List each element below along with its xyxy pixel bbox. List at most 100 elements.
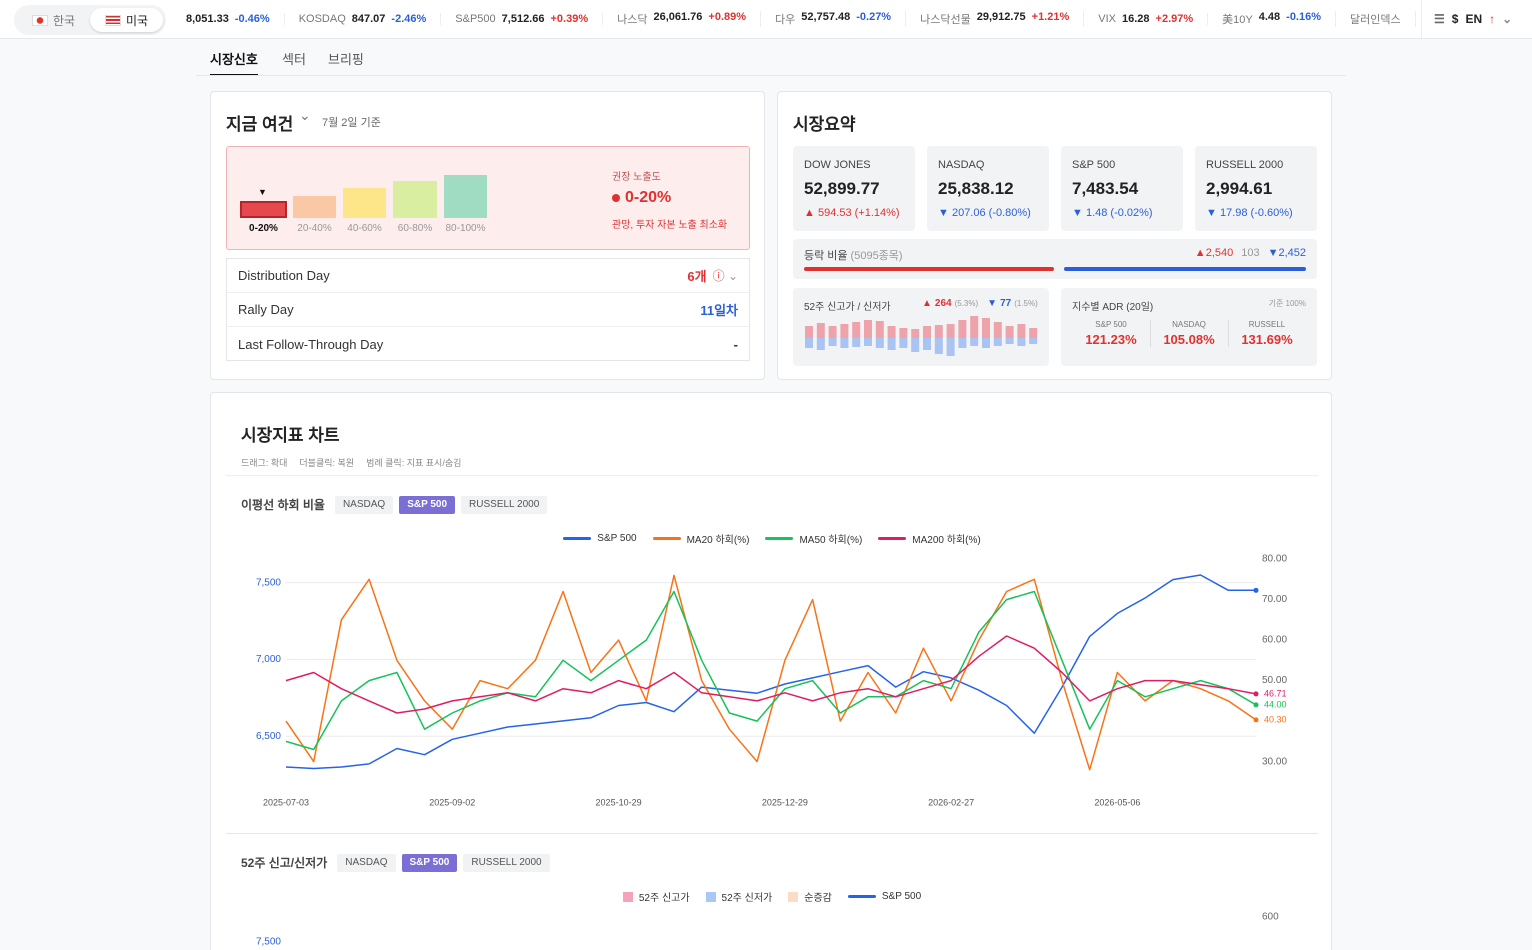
row-value-text: - xyxy=(733,336,738,352)
index-change-text: 1.48 (-0.02%) xyxy=(1085,207,1153,219)
ticker-value: 8,051.33 xyxy=(186,13,229,25)
ticker-name: VIX xyxy=(1098,13,1116,25)
high-bar xyxy=(970,316,979,338)
legend-swatch xyxy=(878,537,907,540)
row-value: 11일차 xyxy=(700,300,738,319)
chart-header: 52주 신고/신저가 NASDAQ S&P 500 RUSSELL 2000 xyxy=(241,852,556,872)
low-bar xyxy=(840,338,849,348)
legend-item[interactable]: MA20 하회(%) xyxy=(652,531,750,546)
language[interactable]: EN xyxy=(1465,12,1483,26)
level-bar xyxy=(393,181,437,218)
low-bar xyxy=(923,338,931,350)
row-value: 6개 ⓘ ⌄ xyxy=(687,266,738,285)
highs: 264 xyxy=(934,298,952,309)
ticker-item: 나스닥 26,061.76 +0.89% xyxy=(603,11,762,27)
legend-item[interactable]: S&P 500 xyxy=(847,891,921,902)
index-buttons: NASDAQ S&P 500 RUSSELL 2000 xyxy=(334,494,553,514)
adr-value: 121.23% xyxy=(1085,332,1137,347)
ticker-name: 달러인덱스 xyxy=(1350,14,1401,26)
country-tab[interactable]: 미국 xyxy=(90,8,163,32)
low-bar xyxy=(1017,338,1026,346)
legend-text: MA50 하회(%) xyxy=(799,535,863,546)
ticker-item: 8,051.33 -0.46% xyxy=(170,13,285,25)
high-bar xyxy=(1029,328,1038,338)
low-bar xyxy=(887,338,896,350)
low-bar xyxy=(875,338,884,348)
recommend-value: 0-20% xyxy=(625,189,672,206)
high-bar xyxy=(923,326,931,338)
index-value: 52,899.77 xyxy=(804,179,880,198)
index-value: 25,838.12 xyxy=(938,179,1014,198)
legend: 52주 신고가 52주 신저가 순증감 S&P 500 xyxy=(211,889,1333,904)
ticker-change: -0.16% xyxy=(1286,11,1322,23)
adr-item: S&P 500 121.23% xyxy=(1072,320,1151,347)
adr-box: 지수별 ADR (20일) 기준 100% S&P 500 121.23% NASDAQ… xyxy=(1061,288,1317,366)
high-bar xyxy=(934,325,943,338)
row-label: Rally Day xyxy=(238,302,294,317)
country-tab[interactable]: 한국 xyxy=(17,8,90,32)
lows: 77 xyxy=(1000,298,1012,309)
index-button[interactable]: RUSSELL 2000 xyxy=(461,496,548,514)
row-value-text: 6개 xyxy=(687,269,707,284)
legend-item[interactable]: 순증감 xyxy=(788,889,832,904)
breadth-count: (5095종목) xyxy=(850,250,903,262)
low-bar xyxy=(816,338,825,350)
index-box: NASDAQ 25,838.12 ▼ 207.06 (-0.80%) xyxy=(927,146,1049,231)
high-bar xyxy=(828,326,837,338)
ticker-change: +0.39% xyxy=(550,13,589,25)
level-label: 0-20% xyxy=(249,223,278,234)
legend-item[interactable]: S&P 500 xyxy=(563,533,637,544)
chart-hints: 드래그: 확대 더블클릭: 복원 범례 클릭: 지표 표시/숨김 xyxy=(241,456,461,469)
high-bar xyxy=(840,324,849,338)
level-bar xyxy=(444,175,487,218)
recommend-desc: 관망, 투자 자본 노출 최소화 xyxy=(612,220,728,231)
index-button[interactable]: NASDAQ xyxy=(337,854,396,872)
nav-tab[interactable]: 브리핑 xyxy=(328,52,364,67)
legend-text: 52주 신고가 xyxy=(638,893,690,904)
low-bar xyxy=(1029,338,1038,344)
level-bar xyxy=(293,196,336,218)
legend-item[interactable]: MA50 하회(%) xyxy=(765,531,862,546)
row-label: Last Follow-Through Day xyxy=(238,336,384,352)
adr-item: RUSSELL 131.69% xyxy=(1228,320,1306,347)
index-change: ▼ 17.98 (-0.60%) xyxy=(1206,207,1293,219)
legend-item[interactable]: MA200 하회(%) xyxy=(878,531,981,546)
day-rows: Distribution Day 6개 ⓘ ⌄ Rally Day 11일차 Last F… xyxy=(226,258,750,361)
high-bar xyxy=(982,318,990,338)
low-bar xyxy=(864,338,872,346)
legend-item[interactable]: 52주 신저가 xyxy=(705,889,772,904)
ticker: 8,051.33 -0.46% KOSDAQ 847.07 -2.46% S&P500 7,… xyxy=(170,0,1420,38)
low-bar xyxy=(946,338,955,356)
index-button[interactable]: S&P 500 xyxy=(401,854,458,872)
top-bar: 한국 미국 8,051.33 -0.46% KOSDAQ 847.07 -2.46% S&P5… xyxy=(0,0,1532,39)
ticker-name: 다우 xyxy=(775,14,796,26)
index-button[interactable]: S&P 500 xyxy=(399,496,456,514)
adr-value: 105.08% xyxy=(1163,332,1215,347)
down-icon: ▼ xyxy=(987,298,998,309)
high-bar xyxy=(875,321,884,338)
low-bar xyxy=(852,338,861,347)
legend-swatch xyxy=(652,537,681,540)
nav-tab[interactable]: 시장신호 xyxy=(210,49,258,76)
recommend-label: 권장 노출도 xyxy=(612,172,661,183)
index-button[interactable]: NASDAQ xyxy=(334,496,394,514)
breadth-box: 등락 비율 (5095종목) ▲2,540 103 ▼2,452 xyxy=(793,239,1317,279)
summary-card: 시장요약 DOW JONES 52,899.77 ▲ 594.53 (+1.14%) N… xyxy=(777,91,1332,380)
chart-card: 시장지표 차트 드래그: 확대 더블클릭: 복원 범례 클릭: 지표 표시/숨김 이평선… xyxy=(210,392,1332,950)
ticker-item: S&P500 7,512.66 +0.39% xyxy=(441,13,604,25)
high-bar xyxy=(887,326,896,338)
high-bar xyxy=(1005,326,1014,338)
legend-item[interactable]: 52주 신고가 xyxy=(622,889,690,904)
legend-text: MA20 하회(%) xyxy=(686,535,750,546)
nav-tab[interactable]: 섹터 xyxy=(282,52,306,67)
adr-item: NASDAQ 105.08% xyxy=(1150,320,1229,347)
chart-label: 52주 신고/신저가 xyxy=(241,855,328,870)
ticker-item: KOSDAQ 847.07 -2.46% xyxy=(285,13,442,25)
index-name: S&P 500 xyxy=(1072,159,1116,171)
currency[interactable]: $ xyxy=(1451,12,1459,26)
index-button[interactable]: RUSSELL 2000 xyxy=(463,854,550,872)
divider xyxy=(226,475,1318,476)
level-bar xyxy=(240,201,287,218)
ticker-change: +2.97% xyxy=(1155,13,1194,25)
ticker-item: VIX 16.28 +2.97% xyxy=(1084,13,1209,25)
